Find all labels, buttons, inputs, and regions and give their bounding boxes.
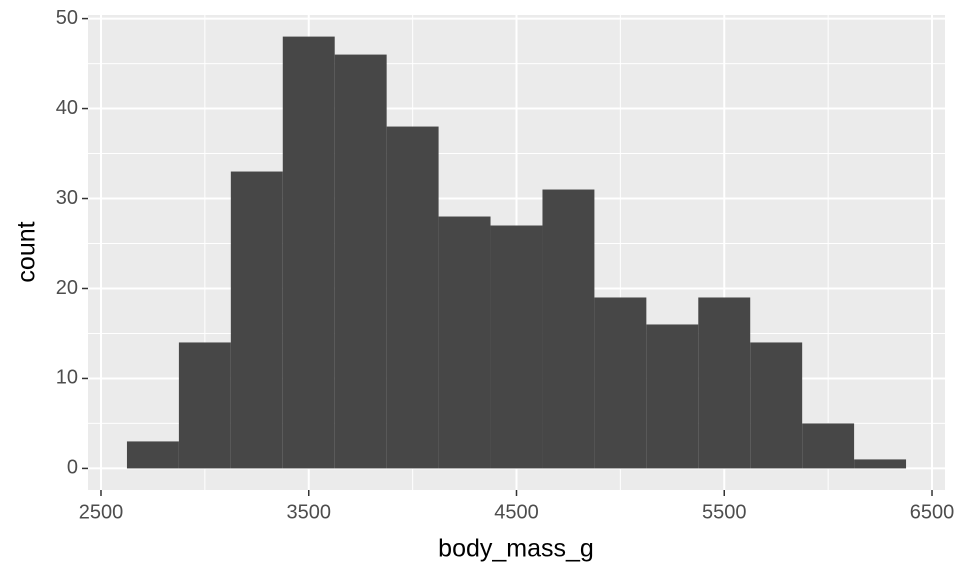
bar xyxy=(178,342,231,469)
x-tick-label: 4500 xyxy=(494,501,539,523)
bar xyxy=(334,54,387,469)
bar xyxy=(750,342,803,469)
bar xyxy=(126,441,179,469)
bar xyxy=(854,459,907,469)
x-tick-label: 6500 xyxy=(910,501,955,523)
bar xyxy=(542,189,595,469)
y-tick-label: 30 xyxy=(56,187,78,209)
y-tick-label: 0 xyxy=(67,457,78,479)
x-tick-label: 2500 xyxy=(79,501,124,523)
y-tick-label: 40 xyxy=(56,97,78,119)
bar xyxy=(698,297,751,469)
y-tick-label: 10 xyxy=(56,367,78,389)
bar xyxy=(646,324,699,469)
y-tick-label: 50 xyxy=(56,7,78,29)
y-tick-label: 20 xyxy=(56,277,78,299)
x-tick-label: 5500 xyxy=(702,501,747,523)
bar xyxy=(490,225,543,469)
bar xyxy=(230,171,283,469)
bar xyxy=(594,297,647,469)
bar xyxy=(386,126,439,469)
bar xyxy=(802,423,855,469)
x-axis-title: body_mass_g xyxy=(438,535,594,563)
y-axis-title: count xyxy=(13,221,41,282)
bar xyxy=(282,36,335,469)
bar xyxy=(438,216,491,469)
x-tick-label: 3500 xyxy=(286,501,331,523)
